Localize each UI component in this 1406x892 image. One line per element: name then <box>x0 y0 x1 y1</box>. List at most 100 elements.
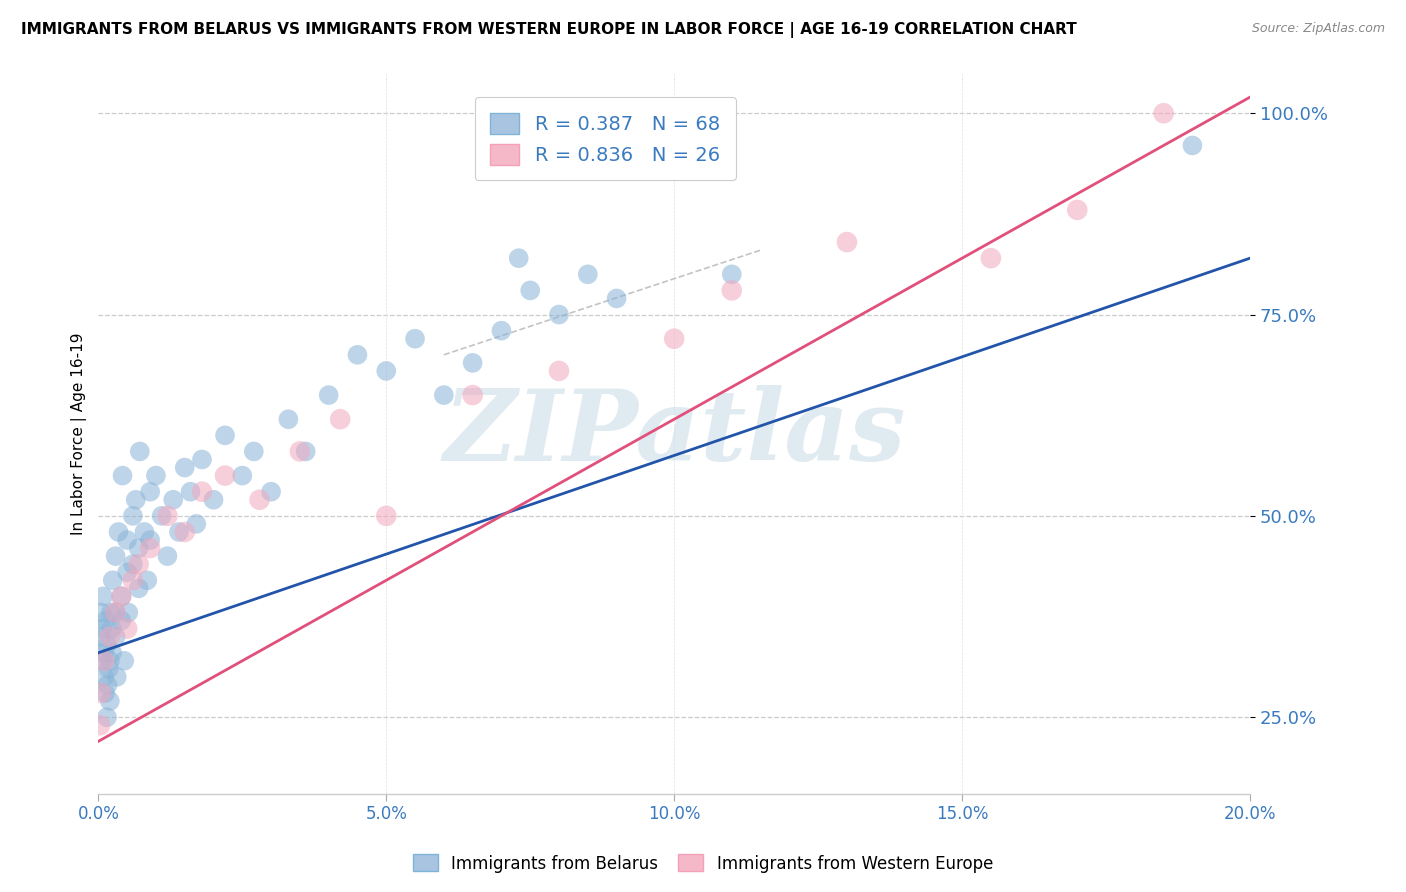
Point <box>318 388 340 402</box>
Point <box>139 484 162 499</box>
Point <box>191 452 214 467</box>
Y-axis label: In Labor Force | Age 16-19: In Labor Force | Age 16-19 <box>72 332 87 534</box>
Point <box>162 492 184 507</box>
Point <box>156 508 179 523</box>
Point <box>101 646 124 660</box>
Point <box>115 622 138 636</box>
Point <box>156 549 179 563</box>
Point <box>231 468 253 483</box>
Point <box>122 574 145 588</box>
Point <box>214 428 236 442</box>
Point <box>111 468 134 483</box>
Point <box>122 557 145 571</box>
Point <box>179 484 201 499</box>
Point <box>519 284 541 298</box>
Point <box>117 606 139 620</box>
Point <box>91 590 114 604</box>
Point <box>97 678 120 692</box>
Point <box>98 630 121 644</box>
Point <box>249 492 271 507</box>
Legend: R = 0.387   N = 68, R = 0.836   N = 26: R = 0.387 N = 68, R = 0.836 N = 26 <box>475 97 735 180</box>
Legend: Immigrants from Belarus, Immigrants from Western Europe: Immigrants from Belarus, Immigrants from… <box>406 847 1000 880</box>
Point <box>491 324 513 338</box>
Point <box>98 694 121 708</box>
Point <box>104 549 127 563</box>
Point <box>105 670 128 684</box>
Point <box>606 292 628 306</box>
Point <box>96 710 118 724</box>
Point <box>260 484 283 499</box>
Point <box>202 492 225 507</box>
Point <box>91 622 114 636</box>
Point <box>93 654 115 668</box>
Point <box>288 444 311 458</box>
Point <box>329 412 352 426</box>
Point <box>90 686 112 700</box>
Text: ZIPatlas: ZIPatlas <box>443 385 905 482</box>
Point <box>173 460 195 475</box>
Point <box>243 444 266 458</box>
Point <box>115 533 138 547</box>
Point <box>125 492 148 507</box>
Point <box>101 574 124 588</box>
Point <box>461 356 484 370</box>
Point <box>100 606 122 620</box>
Point <box>173 524 195 539</box>
Point <box>89 630 111 644</box>
Point <box>375 508 398 523</box>
Point <box>107 524 129 539</box>
Point <box>214 468 236 483</box>
Point <box>346 348 368 362</box>
Point <box>128 557 150 571</box>
Point <box>664 332 686 346</box>
Point <box>150 508 173 523</box>
Point <box>720 284 742 298</box>
Point <box>100 622 122 636</box>
Point <box>548 364 571 378</box>
Point <box>145 468 167 483</box>
Point <box>122 508 145 523</box>
Point <box>461 388 484 402</box>
Point <box>1181 138 1204 153</box>
Point <box>96 638 118 652</box>
Point <box>97 662 120 676</box>
Point <box>90 654 112 668</box>
Point <box>433 388 456 402</box>
Point <box>94 614 117 628</box>
Point <box>576 268 599 282</box>
Point <box>104 606 127 620</box>
Text: Source: ZipAtlas.com: Source: ZipAtlas.com <box>1251 22 1385 36</box>
Point <box>186 516 208 531</box>
Text: IMMIGRANTS FROM BELARUS VS IMMIGRANTS FROM WESTERN EUROPE IN LABOR FORCE | AGE 1: IMMIGRANTS FROM BELARUS VS IMMIGRANTS FR… <box>21 22 1077 38</box>
Point <box>104 630 127 644</box>
Point <box>136 574 159 588</box>
Point <box>128 541 150 555</box>
Point <box>90 606 112 620</box>
Point <box>89 718 111 732</box>
Point <box>1153 106 1175 120</box>
Point <box>128 444 150 458</box>
Point <box>835 235 858 249</box>
Point <box>277 412 299 426</box>
Point <box>110 590 132 604</box>
Point <box>110 590 132 604</box>
Point <box>139 541 162 555</box>
Point <box>720 268 742 282</box>
Point <box>110 614 132 628</box>
Point <box>375 364 398 378</box>
Point <box>93 670 115 684</box>
Point <box>128 582 150 596</box>
Point <box>980 251 1002 265</box>
Point <box>294 444 316 458</box>
Point <box>112 654 135 668</box>
Point <box>94 686 117 700</box>
Point <box>1066 202 1088 217</box>
Point <box>93 646 115 660</box>
Point <box>191 484 214 499</box>
Point <box>548 308 571 322</box>
Point <box>167 524 190 539</box>
Point <box>404 332 426 346</box>
Point <box>115 566 138 580</box>
Point <box>134 524 156 539</box>
Point <box>104 606 127 620</box>
